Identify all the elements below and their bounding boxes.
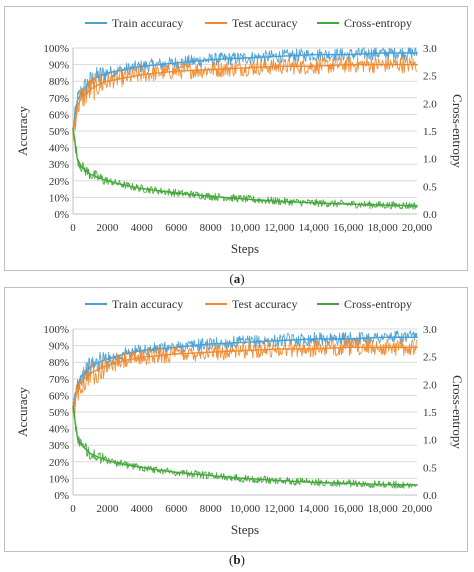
y2-tick-label: 1.5 [423,126,437,138]
x-tick-label: 18,000 [367,503,398,515]
caption-a-open: ( [229,271,234,286]
y-tick-label: 40% [49,424,69,436]
x-tick-label: 18,000 [367,222,398,234]
x-tick-label: 2000 [96,503,119,515]
series-2-trace [72,338,418,419]
y-tick-label: 20% [49,457,69,469]
y-tick-label: 50% [49,126,69,138]
y-tick-label: 100% [43,324,69,336]
series-2-trace [72,56,418,143]
y2-tick-label: 0.0 [423,209,437,221]
caption-a-letter: a [233,271,241,286]
x-tick-label: 0 [70,222,76,234]
y-tick-label: 100% [43,43,69,55]
series-2-line [72,63,417,135]
legend-label-2: Test accuracy [232,297,297,311]
y2-axis-title: Cross-entropy [450,94,465,168]
y-axis-title: Accuracy [15,387,30,437]
caption-b-close: ) [240,552,245,567]
y2-tick-label: 1.0 [423,154,437,166]
y-tick-label: 50% [49,407,69,419]
x-axis-title: Steps [231,522,259,537]
x-tick-label: 10,000 [230,503,261,515]
x-tick-label: 16,000 [333,222,364,234]
x-tick-label: 0 [70,503,76,515]
y2-tick-label: 3.0 [423,43,437,55]
series-2-line [72,346,417,413]
series-1-group [72,330,418,410]
series-3-group [72,127,418,210]
y2-tick-label: 2.0 [423,98,437,110]
y-tick-label: 30% [49,440,69,452]
y-tick-label: 80% [49,76,69,88]
chart-b: Train accuracy Test accuracy Cross-entropy… [15,297,465,537]
y2-tick-label: 0.5 [423,181,437,193]
series-3-trace [72,401,417,489]
y-tick-label: 90% [49,341,69,353]
y-tick-label: 20% [49,176,69,188]
caption-b-open: ( [229,552,234,567]
y2-tick-label: 1.0 [423,435,437,447]
y2-tick-label: 1.5 [423,407,437,419]
chart-a: Train accuracy Test accuracy Cross-entropy… [15,16,465,256]
series-1-trace [72,47,418,132]
y2-tick-label: 0.5 [423,462,437,474]
series-3-group [72,401,418,489]
y2-tick-label: 2.0 [423,379,437,391]
x-tick-label: 12,000 [264,503,295,515]
series-1-trace [72,330,418,400]
x-tick-label: 8000 [200,503,223,515]
y-tick-label: 0% [54,209,69,221]
series-3-line [72,406,418,486]
x-tick-label: 6000 [165,503,188,515]
legend-label-1: Train accuracy [112,297,183,311]
y-tick-label: 80% [49,357,69,369]
y2-tick-label: 2.5 [423,71,437,83]
series-3-line [72,128,418,207]
legend-label-1: Train accuracy [112,16,183,30]
y2-tick-label: 0.0 [423,490,437,502]
x-tick-label: 6000 [165,222,188,234]
legend-label-3: Cross-entropy [344,297,412,311]
x-tick-label: 4000 [131,503,154,515]
series-2-group [72,338,418,419]
x-tick-label: 20,000 [402,503,433,515]
chart-panel-a: Train accuracy Test accuracy Cross-entropy… [4,6,468,271]
caption-a-close: ) [240,271,245,286]
caption-b-letter: b [233,552,241,567]
caption-a: (a) [0,271,474,287]
series-1-line [72,52,417,132]
x-tick-label: 12,000 [264,222,295,234]
y-tick-label: 30% [49,159,69,171]
x-axis-title: Steps [231,241,259,256]
series-1-group [72,47,418,132]
x-tick-label: 4000 [131,222,154,234]
y-tick-label: 40% [49,143,69,155]
y-tick-label: 60% [49,390,69,402]
x-tick-label: 14,000 [299,222,330,234]
y-tick-label: 10% [49,473,69,485]
x-tick-label: 8000 [200,222,223,234]
y2-tick-label: 3.0 [423,324,437,336]
y-tick-label: 70% [49,93,69,105]
y-tick-label: 90% [49,60,69,72]
chart-panel-b: Train accuracy Test accuracy Cross-entropy… [4,287,468,552]
y-axis-title: Accuracy [15,106,30,156]
x-tick-label: 2000 [96,222,119,234]
x-tick-label: 16,000 [333,503,364,515]
y-tick-label: 70% [49,374,69,386]
y2-tick-label: 2.5 [423,352,437,364]
legend-label-3: Cross-entropy [344,16,412,30]
y-tick-label: 0% [54,490,69,502]
x-tick-label: 20,000 [402,222,433,234]
legend-label-2: Test accuracy [232,16,297,30]
y2-axis-title: Cross-entropy [450,375,465,449]
y-tick-label: 60% [49,109,69,121]
series-2-group [72,56,418,143]
y-tick-label: 10% [49,192,69,204]
x-tick-label: 10,000 [230,222,261,234]
caption-b: (b) [0,552,474,568]
x-tick-label: 14,000 [299,503,330,515]
